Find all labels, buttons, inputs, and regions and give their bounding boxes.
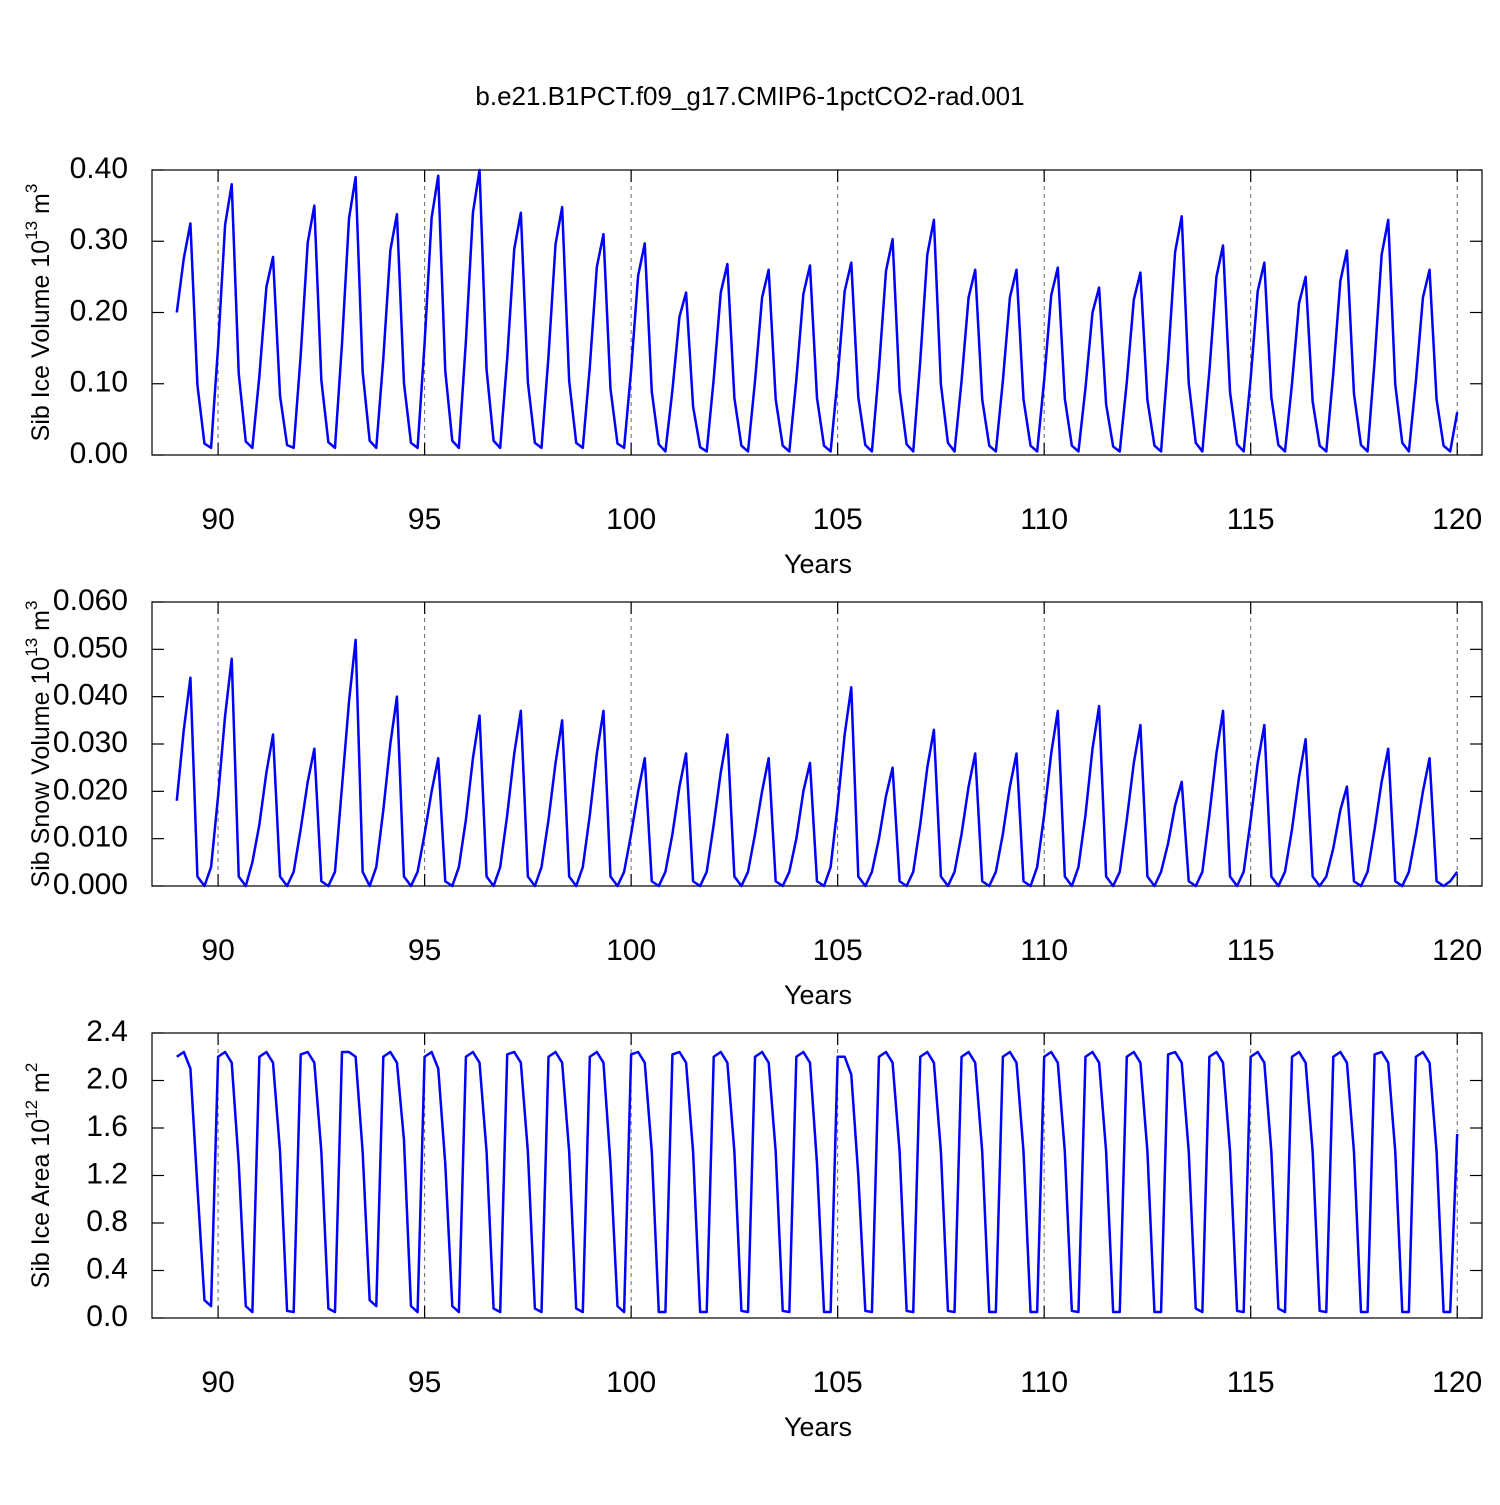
x-axis-label: Years: [784, 549, 852, 579]
y-tick-label: 0.0: [86, 1300, 128, 1333]
x-tick-label: 100: [606, 934, 656, 967]
y-tick-label: 1.6: [86, 1110, 128, 1143]
x-tick-label: 110: [1020, 934, 1068, 967]
y-axis-label-exponent: 13: [22, 221, 41, 240]
x-tick-label: 120: [1432, 1366, 1482, 1399]
y-tick-label: 0.050: [53, 631, 128, 664]
x-tick-label: 90: [201, 1366, 234, 1399]
y-axis-label-exponent: 13: [22, 638, 41, 657]
y-tick-label: 0.060: [53, 584, 128, 617]
y-axis-label-text: Sib Ice Volume 10: [27, 240, 55, 442]
y-tick-label: 0.000: [53, 868, 128, 901]
data-line: [176, 1050, 1459, 1314]
y-tick-label: 0.40: [70, 152, 128, 185]
y-tick-label: 0.040: [53, 679, 128, 712]
x-tick-label: 110: [1020, 1366, 1068, 1399]
y-tick-label: 2.0: [86, 1062, 128, 1095]
x-tick-label: 90: [201, 503, 234, 536]
y-tick-label: 0.10: [70, 366, 128, 399]
y-tick-label: 0.00: [70, 437, 128, 470]
y-axis-label-exponent: 12: [22, 1100, 41, 1119]
x-tick-label: 105: [813, 934, 863, 967]
x-tick-label: 95: [408, 1366, 441, 1399]
y-tick-label: 0.4: [86, 1252, 128, 1285]
x-tick-label: 115: [1227, 1366, 1275, 1399]
y-axis-label-text: Sib Snow Volume 10: [27, 657, 55, 888]
plot-frame: [151, 169, 1483, 456]
x-tick-label: 105: [813, 1366, 863, 1399]
plot-frame: [151, 601, 1483, 887]
x-tick-label: 105: [813, 503, 863, 536]
y-axis-label-text: Sib Ice Area 10: [27, 1119, 55, 1289]
x-axis-label: Years: [784, 980, 852, 1010]
y-axis-label-unit: m: [27, 193, 55, 221]
x-tick-label: 90: [201, 934, 234, 967]
y-tick-label: 1.2: [86, 1157, 128, 1190]
x-tick-label: 100: [606, 1366, 656, 1399]
y-tick-label: 0.8: [86, 1205, 128, 1238]
x-tick-label: 95: [408, 503, 441, 536]
x-tick-label: 115: [1227, 934, 1275, 967]
y-axis-label-unit-exponent: 2: [22, 1063, 41, 1072]
y-tick-label: 0.30: [70, 223, 128, 256]
x-tick-label: 120: [1432, 934, 1482, 967]
y-axis-label: Sib Ice Area 1012 m2: [22, 1063, 55, 1289]
y-tick-label: 0.020: [53, 773, 128, 806]
y-axis-label-unit-exponent: 3: [22, 184, 41, 193]
data-line: [175, 638, 1459, 888]
x-tick-label: 100: [606, 503, 656, 536]
x-tick-label: 110: [1020, 503, 1068, 536]
x-tick-label: 115: [1227, 503, 1275, 536]
y-axis-label: Sib Snow Volume 1013 m3: [22, 601, 55, 888]
x-tick-label: 95: [408, 934, 441, 967]
plot-frame: [151, 1032, 1483, 1319]
x-tick-label: 120: [1432, 503, 1482, 536]
y-axis-label: Sib Ice Volume 1013 m3: [22, 184, 55, 442]
x-axis-label: Years: [784, 1412, 852, 1442]
data-line: [175, 168, 1459, 453]
y-tick-label: 2.4: [86, 1015, 128, 1048]
chart-title: b.e21.B1PCT.f09_g17.CMIP6-1pctCO2-rad.00…: [475, 81, 1024, 111]
y-axis-label-unit: m: [27, 610, 55, 638]
y-tick-label: 0.030: [53, 726, 128, 759]
y-tick-label: 0.20: [70, 294, 128, 327]
y-axis-label-unit: m: [27, 1072, 55, 1100]
y-tick-label: 0.010: [53, 821, 128, 854]
y-axis-label-unit-exponent: 3: [22, 601, 41, 610]
